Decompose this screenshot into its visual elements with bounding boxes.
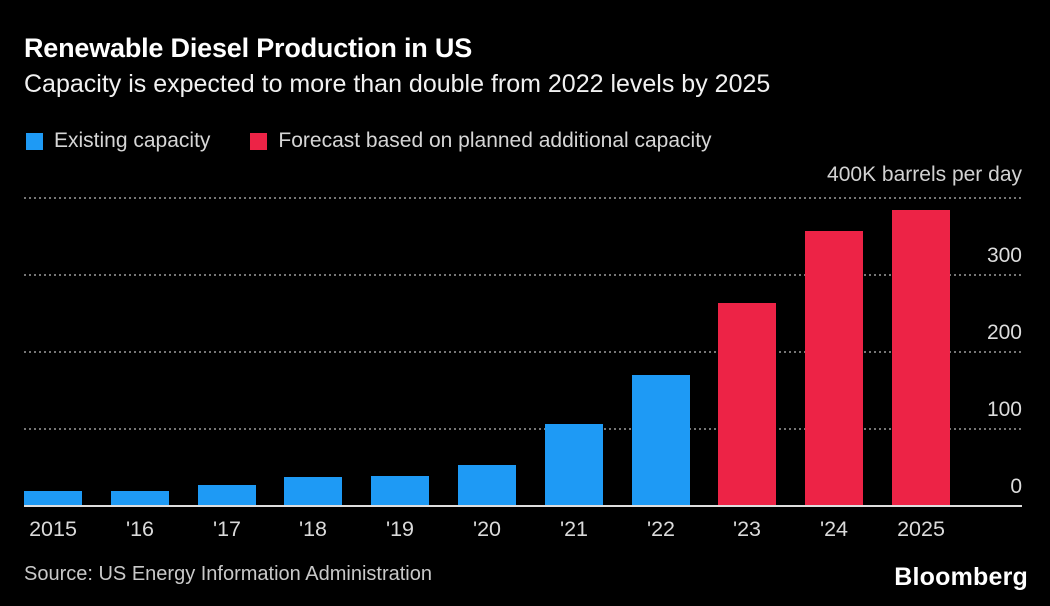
legend-swatch-blue-icon xyxy=(26,132,43,150)
x-axis-label-23: '23 xyxy=(732,517,762,541)
gridline-100 xyxy=(24,428,1022,430)
bar-24 xyxy=(805,231,863,506)
legend-label-forecast: Forecast based on planned additional cap… xyxy=(278,129,712,152)
bar-19 xyxy=(371,476,429,506)
bar-20 xyxy=(458,465,516,506)
bar-22 xyxy=(632,375,690,506)
y-tick-label-0: 0 xyxy=(1010,475,1022,498)
x-axis-label-2015: 2015 xyxy=(29,517,77,541)
bar-17 xyxy=(198,485,256,506)
x-axis-label-21: '21 xyxy=(559,517,589,541)
bar-16 xyxy=(111,491,169,506)
page-title: Renewable Diesel Production in US xyxy=(24,33,472,63)
legend-item-forecast: Forecast based on planned additional cap… xyxy=(250,129,712,153)
bloomberg-logo: Bloomberg xyxy=(894,563,1028,591)
bar-18 xyxy=(284,477,342,506)
x-axis-label-17: '17 xyxy=(212,517,242,541)
bar-23 xyxy=(718,303,776,506)
x-axis-labels: 2015 '16 '17 '18 '19 '20 '21 '22 '23 '24 2025 xyxy=(24,516,950,544)
bar-21 xyxy=(545,424,603,506)
page-subtitle: Capacity is expected to more than double… xyxy=(24,70,771,98)
legend-label-existing: Existing capacity xyxy=(54,129,211,152)
bar-2015 xyxy=(24,491,82,506)
x-axis-label-24: '24 xyxy=(819,517,849,541)
gridline-300 xyxy=(24,274,1022,276)
source-note: Source: US Energy Information Administra… xyxy=(24,563,432,585)
gridline-400 xyxy=(24,197,1022,199)
legend-swatch-red-icon xyxy=(250,132,268,150)
x-axis-label-16: '16 xyxy=(125,517,155,541)
y-tick-label-100: 100 xyxy=(986,398,1022,421)
x-axis-label-22: '22 xyxy=(646,517,676,541)
gridline-200 xyxy=(24,351,1022,353)
x-axis-label-19: '19 xyxy=(385,517,415,541)
x-axis-label-2025: 2025 xyxy=(897,517,945,541)
legend-item-existing: Existing capacity xyxy=(26,129,210,153)
y-axis-title: 400K barrels per day xyxy=(827,163,1022,186)
x-axis-baseline xyxy=(24,505,1022,507)
x-axis-label-20: '20 xyxy=(472,517,502,541)
x-axis-label-18: '18 xyxy=(298,517,328,541)
bar-chart-plot-area: 0 100 200 300 xyxy=(24,197,1022,507)
y-tick-label-300: 300 xyxy=(986,244,1022,267)
chart-legend: Existing capacity Forecast based on plan… xyxy=(26,129,712,153)
bar-2025 xyxy=(892,210,950,506)
y-tick-label-200: 200 xyxy=(986,321,1022,344)
